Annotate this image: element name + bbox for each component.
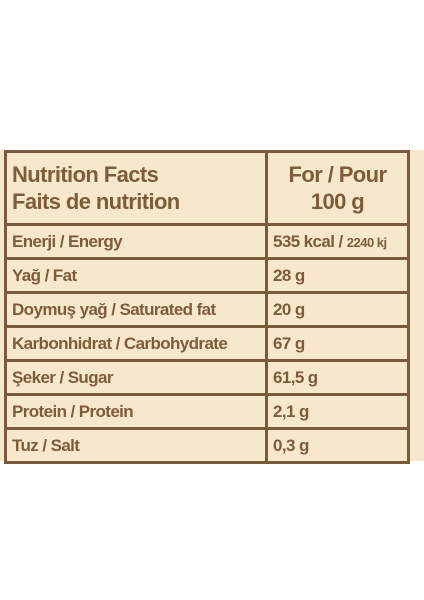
row-label: Tuz / Salt — [4, 427, 268, 464]
table-row-saturated-fat: Doymuş yağ / Saturated fat 20 g — [4, 291, 410, 328]
table-row-salt: Tuz / Salt 0,3 g — [4, 427, 410, 464]
table-row-protein: Protein / Protein 2,1 g — [4, 393, 410, 430]
table-row-sugar: Şeker / Sugar 61,5 g — [4, 359, 410, 396]
row-value: 2,1 g — [265, 393, 410, 430]
row-label: Enerji / Energy — [4, 223, 268, 260]
row-label: Protein / Protein — [4, 393, 268, 430]
row-value: 0,3 g — [265, 427, 410, 464]
row-label: Doymuş yağ / Saturated fat — [4, 291, 268, 328]
energy-kcal: 535 kcal / — [273, 231, 343, 251]
row-label: Yağ / Fat — [4, 257, 268, 294]
energy-kj: 2240 kj — [346, 234, 387, 250]
per-amount: 100 g — [310, 189, 365, 214]
header-title-cell: Nutrition Facts Faits de nutrition — [4, 150, 268, 226]
row-value: 61,5 g — [265, 359, 410, 396]
row-label: Şeker / Sugar — [4, 359, 268, 396]
row-value: 28 g — [265, 257, 410, 294]
per-label: For / Pour — [288, 162, 387, 187]
title-english: Nutrition Facts — [12, 162, 159, 187]
table-row-energy: Enerji / Energy 535 kcal / 2240 kj — [4, 223, 410, 260]
row-value: 67 g — [265, 325, 410, 362]
row-value: 535 kcal / 2240 kj — [265, 223, 410, 260]
title-french: Faits de nutrition — [12, 189, 180, 214]
row-value: 20 g — [265, 291, 410, 328]
table-row-carbohydrate: Karbonhidrat / Carbohydrate 67 g — [4, 325, 410, 362]
table-row-fat: Yağ / Fat 28 g — [4, 257, 410, 294]
header-row: Nutrition Facts Faits de nutrition For /… — [4, 150, 410, 226]
header-serving-cell: For / Pour 100 g — [265, 150, 410, 226]
nutrition-facts-table: Nutrition Facts Faits de nutrition For /… — [4, 150, 410, 464]
row-label: Karbonhidrat / Carbohydrate — [4, 325, 268, 362]
